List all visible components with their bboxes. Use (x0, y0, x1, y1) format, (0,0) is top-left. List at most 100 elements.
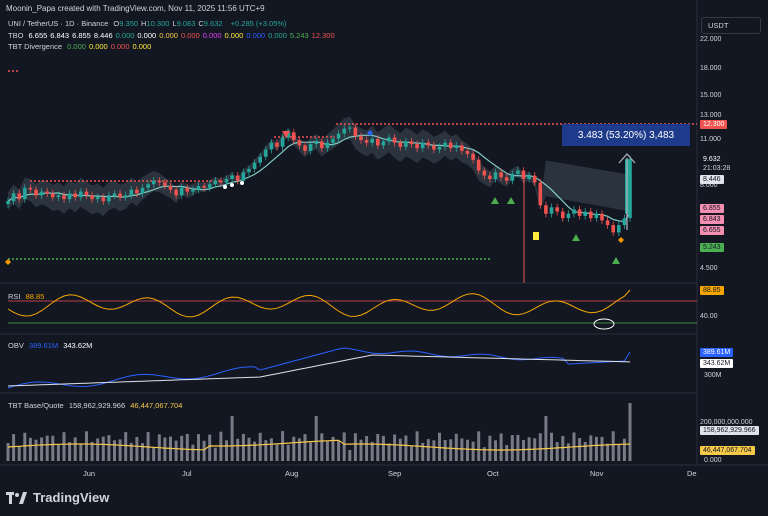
volume-bar (320, 433, 324, 461)
rsi-label: RSI (8, 292, 21, 301)
candle-body (348, 127, 352, 129)
candle-body (280, 137, 285, 147)
price-axis-label: 18.000 (700, 65, 722, 72)
legend-value: 0.000 (132, 42, 152, 51)
candle-body (140, 187, 145, 194)
candle-body (448, 142, 453, 149)
time-axis-label: Sep (388, 469, 402, 478)
tbo-label: TBO (8, 31, 24, 40)
obv-legend[interactable]: OBV 389.61M 343.62M (8, 341, 95, 350)
volume-bar (342, 432, 346, 461)
volume-bar (297, 438, 301, 461)
candle-body (112, 193, 117, 196)
volume-bar (314, 416, 318, 461)
volume-bar (488, 435, 492, 461)
volume-bar (611, 431, 615, 461)
candle-body (196, 186, 201, 190)
tbt-legend[interactable]: TBT Base/Quote 158,962,929.966 46,447,06… (8, 401, 185, 410)
candle-body (247, 169, 251, 173)
candle-body (51, 193, 55, 198)
volume-bar (141, 443, 144, 461)
volume-bar (410, 446, 413, 461)
legend-value: 0.000 (268, 31, 287, 40)
candle-body (555, 207, 559, 212)
candle-body (426, 142, 431, 146)
candle-body (213, 180, 218, 185)
volume-bar (56, 444, 60, 461)
candle-body (275, 142, 279, 147)
volume-bar (197, 434, 200, 461)
volume-bar (561, 435, 565, 461)
candle-body (583, 211, 587, 216)
obv-tag-2: 343.62M (700, 359, 734, 368)
volume-bar (68, 442, 72, 461)
volume-bar (40, 437, 44, 461)
tbo-legend[interactable]: TBO 6.655 6.843 6.855 8.446 0.000 0.000 0.000 0… (8, 31, 341, 40)
volume-bar (34, 439, 38, 461)
volume-bar (253, 441, 257, 461)
candle-body (460, 145, 464, 151)
candle-body (258, 156, 262, 163)
volume-bar (594, 436, 598, 461)
volume-bar (622, 438, 626, 461)
volume-bar (17, 446, 21, 461)
symbol-legend[interactable]: UNI / TetherUS · 1D · Binance O9.350 H10.… (8, 19, 290, 28)
ohlc-value: 9.083 (176, 19, 196, 28)
divergence-legend[interactable]: TBT Divergence 0.000 0.000 0.000 0.000 (8, 42, 157, 51)
buy-signal-icon (507, 197, 515, 204)
candle-body (516, 170, 520, 174)
tbo-fast-line (7, 134, 631, 223)
volume-bar (51, 435, 55, 461)
candle-body (252, 162, 257, 169)
candle-body (381, 141, 386, 146)
volume-bar (45, 435, 49, 461)
volume-bar (191, 444, 195, 461)
time-axis-label: Jul (182, 469, 192, 478)
candle-body (163, 182, 167, 186)
price-tag: 12.300 (700, 120, 728, 129)
candle-body (308, 144, 313, 151)
candle-body (465, 151, 470, 154)
diamond-marker-icon (618, 237, 624, 243)
volume-bar (454, 433, 458, 461)
candle-body (544, 205, 548, 214)
price-axis-label: 15.000 (700, 92, 722, 99)
candle-body (353, 127, 358, 137)
candle-body (303, 145, 307, 151)
candle-body (34, 189, 38, 196)
rsi-highlight-circle (593, 318, 615, 330)
volume-bar (438, 432, 441, 461)
candle-body (359, 136, 363, 141)
tbt-tag-1: 158,962,929.966 (700, 426, 759, 435)
candle-body (504, 177, 509, 181)
price-tag: 6.855 (700, 204, 724, 213)
candle-body (482, 170, 487, 176)
candle-body (207, 184, 212, 188)
candle-body (264, 149, 268, 157)
legend-value: 0.000 (110, 42, 130, 51)
candle-body (532, 175, 537, 183)
candle-body (67, 193, 72, 200)
volume-bar (494, 440, 497, 461)
candle-body (17, 193, 21, 200)
currency-button[interactable]: USDT (701, 17, 761, 34)
obv-value-1: 389.61M (28, 341, 59, 350)
rsi-legend[interactable]: RSI 88.85 (8, 292, 47, 301)
candle-body (432, 145, 436, 150)
volume-bar (421, 442, 425, 461)
candle-body (572, 209, 576, 214)
volume-bar (213, 447, 217, 461)
rsi-value: 88.85 (25, 292, 45, 301)
candle-body (90, 195, 94, 200)
time-axis-label: Nov (590, 469, 604, 478)
volume-bar (129, 442, 133, 461)
volume-bar (466, 439, 469, 461)
candle-body (123, 195, 128, 198)
candle-body (224, 179, 229, 183)
volume-bar (202, 440, 206, 461)
candle-body (443, 142, 447, 147)
volume-bar (606, 443, 610, 461)
candle-body (415, 144, 419, 149)
candle-body (488, 175, 492, 179)
